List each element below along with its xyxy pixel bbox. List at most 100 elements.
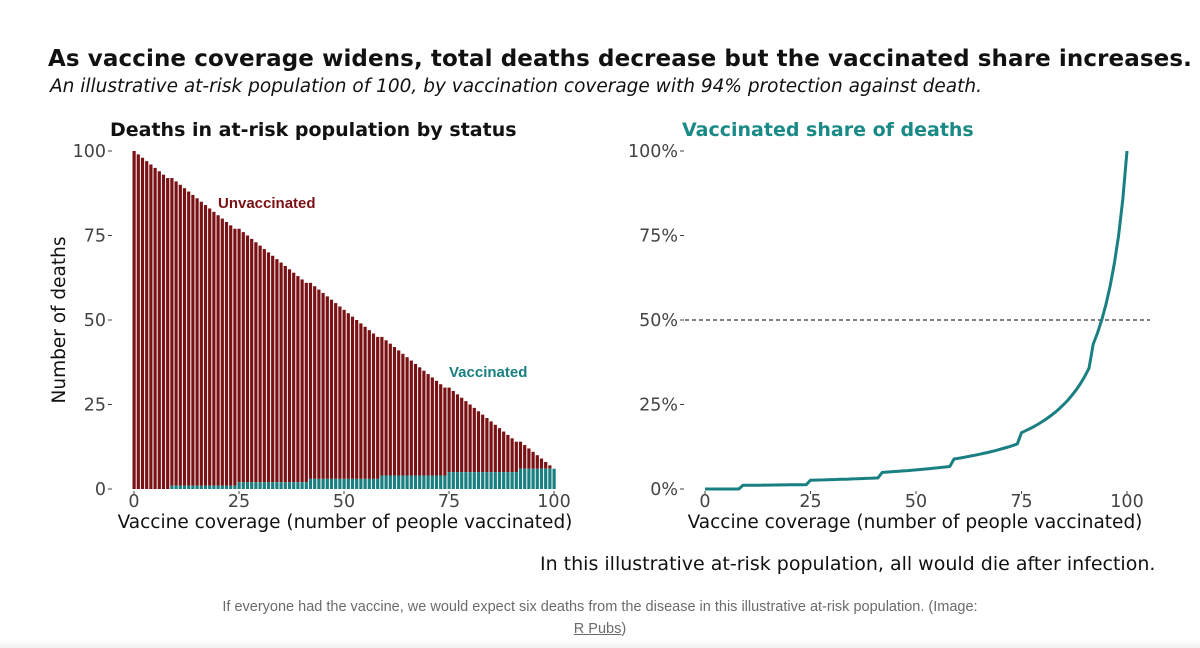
vaccinated-bar — [203, 485, 208, 489]
source-link[interactable]: R Pubs — [573, 621, 622, 637]
bottom-shade — [0, 640, 1200, 648]
vaccinated-bar — [518, 468, 523, 489]
vaccinated-bar — [178, 485, 182, 489]
unvaccinated-bar — [497, 428, 502, 473]
vaccinated-bar — [237, 482, 241, 489]
unvaccinated-bar — [548, 465, 552, 469]
unvaccinated-bar — [149, 164, 153, 489]
unvaccinated-bar — [317, 289, 321, 479]
unvaccinated-bar — [535, 455, 539, 469]
unvaccinated-bar — [220, 218, 224, 486]
x-tick-label: 0 — [699, 492, 710, 512]
unvaccinated-bar — [476, 411, 481, 473]
vaccinated-bar — [279, 482, 283, 489]
vaccinated-bar — [430, 475, 434, 489]
vaccinated-bar — [502, 472, 506, 489]
vaccinated-share-line — [705, 150, 1129, 491]
x-tick-label: 0 — [128, 492, 139, 512]
unvaccinated-bar — [376, 336, 380, 479]
unvaccinated-bar — [363, 326, 367, 479]
unvaccinated-bar — [287, 269, 292, 483]
unvaccinated-bar — [493, 424, 497, 473]
unvaccinated-bar — [388, 343, 392, 476]
unvaccinated-bar — [405, 357, 409, 476]
unvaccinated-bar — [413, 363, 418, 476]
vaccinated-bar — [535, 468, 539, 489]
unvaccinated-bar — [166, 178, 170, 490]
vaccinated-bar — [397, 475, 401, 489]
y-tick-label: 75% — [639, 227, 678, 247]
vaccinated-bar — [292, 482, 296, 489]
vaccinated-bar — [523, 468, 527, 489]
footnote: In this illustrative at-risk population,… — [540, 553, 1156, 575]
unvaccinated-bar — [170, 178, 174, 486]
y-tick-label: 25% — [639, 396, 678, 416]
vaccinated-bar — [287, 482, 292, 489]
vaccinated-bar — [241, 482, 245, 489]
unvaccinated-bar — [430, 377, 434, 476]
unvaccinated-bar — [523, 445, 527, 469]
vaccinated-bar — [468, 472, 472, 489]
vaccinated-bar — [216, 485, 220, 489]
unvaccinated-bar — [359, 323, 363, 479]
vaccinated-bar — [409, 475, 413, 489]
unvaccinated-bar — [460, 397, 464, 473]
vaccinated-bar — [182, 485, 187, 489]
vaccinated-bar — [506, 472, 510, 489]
vaccinated-bar — [539, 468, 544, 489]
unvaccinated-bar — [447, 387, 451, 473]
vaccinated-bar — [220, 485, 224, 489]
left-y-axis-label: Number of deaths — [49, 237, 70, 404]
vaccinated-bar — [544, 468, 548, 489]
vaccinated-bar — [325, 478, 329, 489]
vaccinated-bar — [317, 478, 321, 489]
vaccinated-bar — [271, 482, 275, 489]
unvaccinated-bar — [279, 262, 283, 483]
vaccinated-bar — [254, 482, 258, 489]
unvaccinated-bar — [132, 151, 136, 489]
vaccinated-bar — [283, 482, 287, 489]
unvaccinated-bar — [224, 221, 229, 486]
unvaccinated-bar — [485, 418, 489, 473]
y-tick-label: 100 — [73, 142, 106, 162]
x-tick-label: 100 — [537, 492, 570, 512]
vaccinated-label: Vaccinated — [449, 364, 527, 381]
unvaccinated-bar — [401, 353, 405, 476]
unvaccinated-bar — [195, 198, 199, 486]
vaccinated-bar — [342, 478, 346, 489]
right-chart-title: Vaccinated share of deaths — [682, 119, 974, 141]
vaccinated-bar — [338, 478, 342, 489]
vaccinated-bar — [191, 485, 195, 489]
y-tick-label: 25 — [84, 396, 106, 416]
unvaccinated-bar — [254, 242, 258, 483]
unvaccinated-bar — [510, 438, 514, 473]
unvaccinated-bar — [489, 421, 493, 473]
x-tick-label: 75 — [438, 492, 460, 512]
unvaccinated-bar — [380, 336, 384, 476]
vaccinated-bar — [321, 478, 325, 489]
page-subtitle: An illustrative at-risk population of 10… — [50, 76, 982, 97]
unvaccinated-bar — [325, 296, 329, 479]
vaccinated-bar — [401, 475, 405, 489]
vaccinated-bar — [380, 475, 384, 489]
vaccinated-bar — [359, 478, 363, 489]
y-tick-label: 50 — [84, 311, 106, 331]
vaccinated-bar — [199, 485, 203, 489]
image-caption: If everyone had the vaccine, we would ex… — [0, 596, 1200, 640]
unvaccinated-bar — [371, 333, 376, 479]
unvaccinated-bar — [313, 286, 317, 479]
x-tick-label: 75 — [1010, 492, 1032, 512]
unvaccinated-bar — [208, 208, 212, 486]
unvaccinated-bar — [199, 201, 203, 486]
vaccinated-bar — [485, 472, 489, 489]
vaccinated-bar — [363, 478, 367, 489]
unvaccinated-bar — [271, 255, 275, 483]
vaccinated-bar — [212, 485, 216, 489]
vaccinated-bar — [250, 482, 254, 489]
vaccinated-bar — [300, 482, 304, 489]
y-tick-label: 75 — [84, 227, 106, 247]
vaccinated-bar — [434, 475, 439, 489]
unvaccinated-bar — [439, 384, 443, 476]
vaccinated-bar — [460, 472, 464, 489]
